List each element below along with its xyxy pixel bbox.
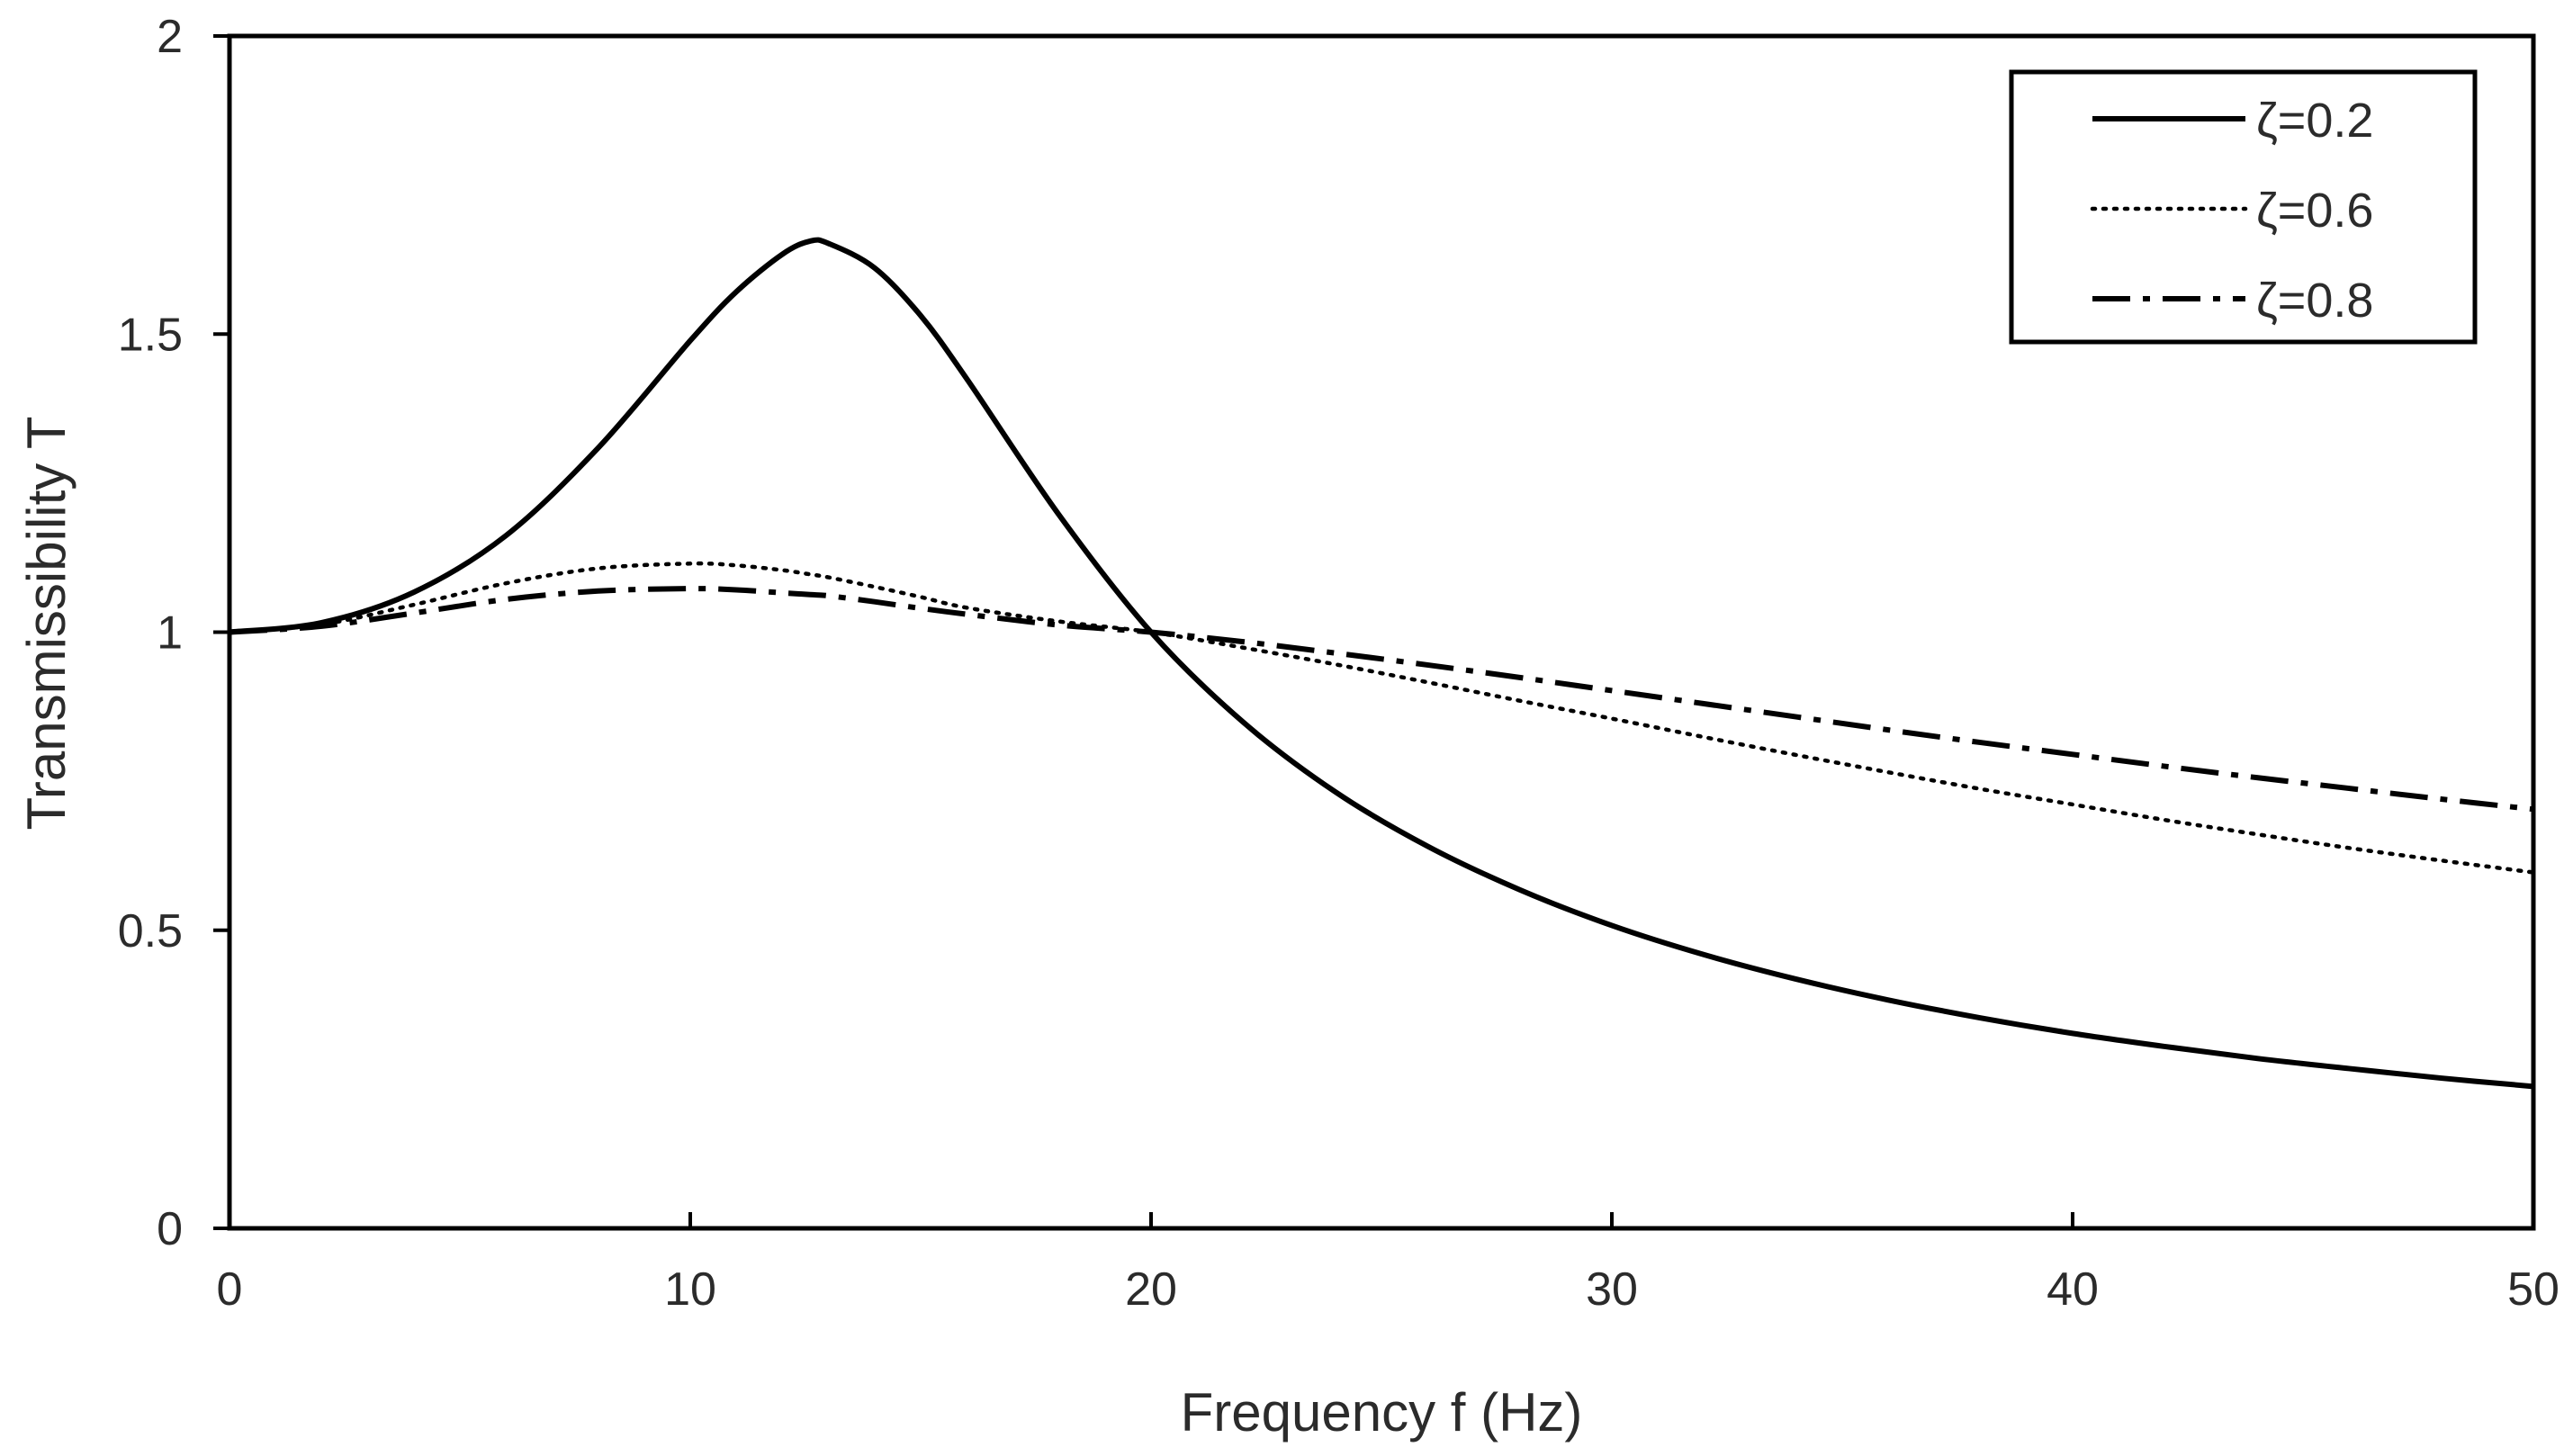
y-axis-title: Transmissibility T bbox=[16, 416, 76, 830]
y-tick-label: 0 bbox=[157, 1203, 183, 1255]
series-line-3 bbox=[229, 586, 2534, 813]
x-tick-label: 10 bbox=[664, 1263, 716, 1316]
x-tick-label: 0 bbox=[217, 1263, 243, 1316]
series-layer bbox=[227, 237, 2536, 1090]
x-axis-title: Frequency f (Hz) bbox=[1181, 1382, 1583, 1443]
y-tick-label: 0.5 bbox=[118, 905, 183, 957]
x-tick-label: 40 bbox=[2047, 1263, 2099, 1316]
x-axis-ticks: 0 10 20 30 40 50 bbox=[217, 1212, 2560, 1316]
y-tick-label: 1 bbox=[157, 607, 183, 660]
series-line-1 bbox=[229, 237, 2534, 1090]
legend-label-2: ζ=0.6 bbox=[2256, 184, 2373, 238]
legend-label-1: ζ=0.2 bbox=[2256, 94, 2373, 148]
series-line-2 bbox=[227, 561, 2536, 875]
x-tick-label: 50 bbox=[2507, 1263, 2560, 1316]
y-tick-label: 2 bbox=[157, 11, 183, 63]
y-axis-ticks: 0 0.5 1 1.5 2 bbox=[118, 11, 229, 1255]
x-tick-label: 30 bbox=[1586, 1263, 1638, 1316]
legend-label-3: ζ=0.8 bbox=[2256, 274, 2373, 328]
legend: ζ=0.2 ζ=0.6 ζ=0.8 bbox=[2009, 69, 2478, 345]
y-tick-label: 1.5 bbox=[118, 309, 183, 361]
x-tick-label: 20 bbox=[1125, 1263, 1177, 1316]
